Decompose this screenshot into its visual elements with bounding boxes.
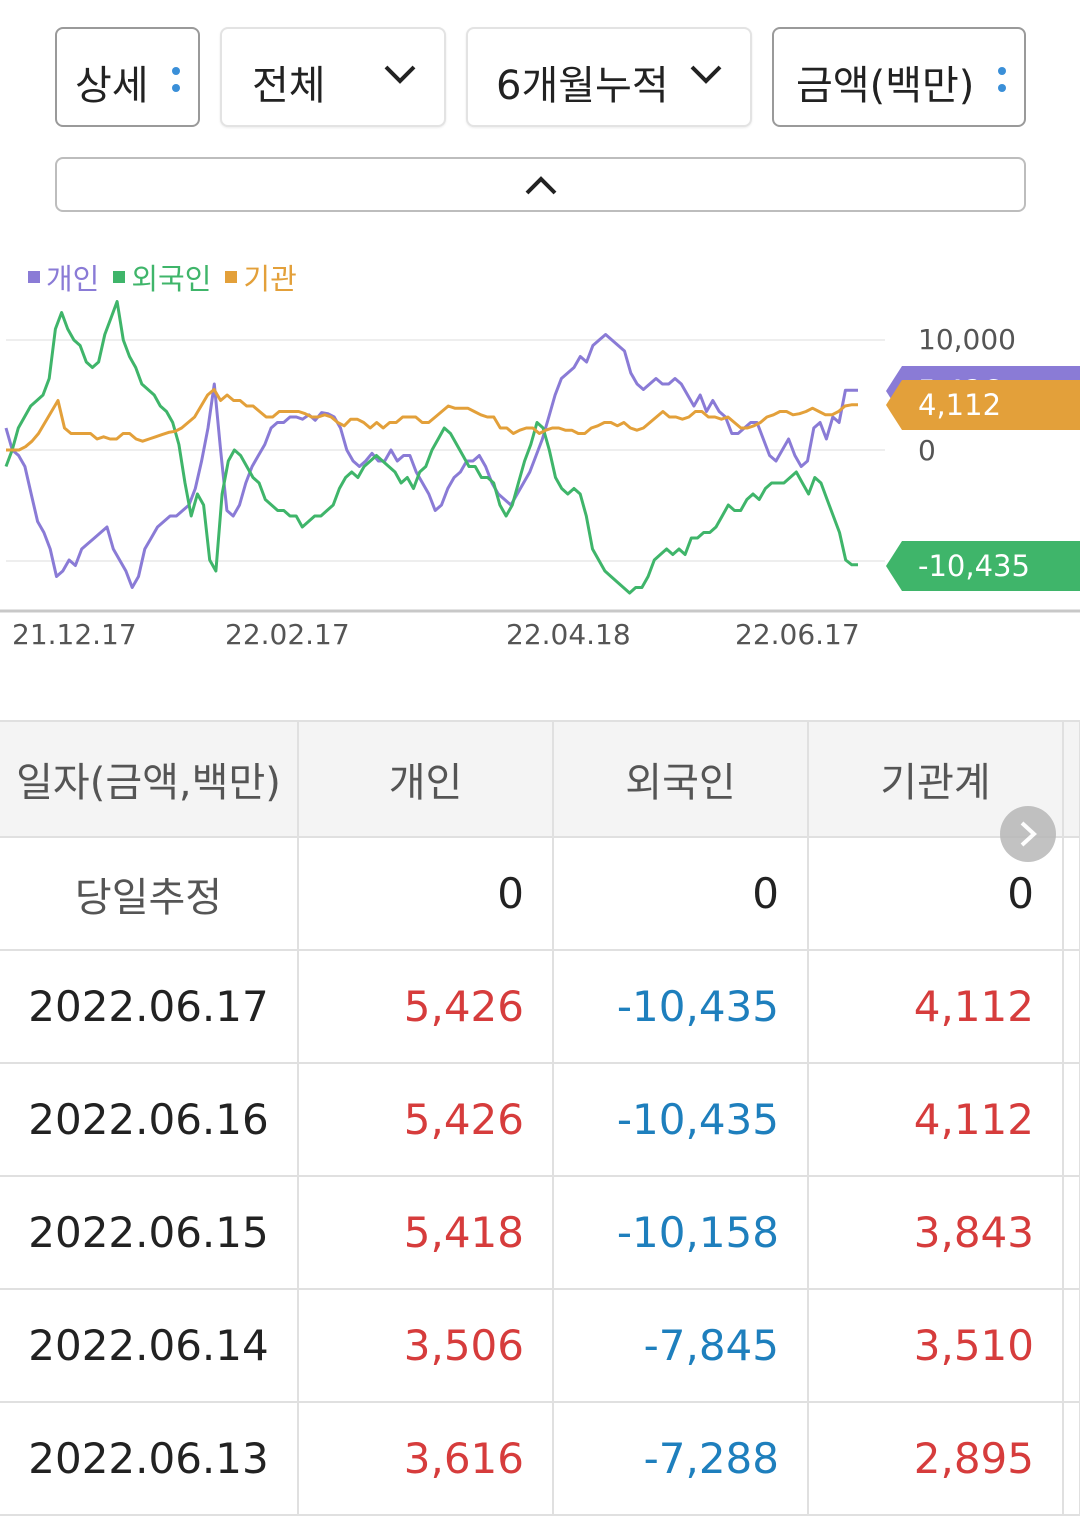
detail-select-label: 상세 (75, 63, 149, 109)
legend-label: 외국인 (131, 262, 212, 296)
x-tick-label: 22.06.17 (735, 618, 860, 651)
cell-overflow (1063, 1176, 1080, 1290)
investor-trend-chart (0, 300, 1080, 613)
legend-swatch (28, 271, 40, 283)
cell-individual: 0 (298, 837, 554, 951)
cell-institution: 2,895 (808, 1402, 1064, 1516)
cell-date: 당일추정 (0, 837, 299, 951)
series-line-institution (6, 388, 858, 452)
cell-institution: 3,843 (808, 1176, 1064, 1290)
col-header-institution: 기관계 (808, 720, 1064, 838)
scope-select[interactable]: 전체 (220, 27, 446, 127)
cell-individual: 5,426 (298, 950, 554, 1064)
cell-institution: 3,510 (808, 1289, 1064, 1403)
legend-item-institution[interactable]: 기관 (225, 256, 297, 298)
legend-label: 기관 (243, 262, 297, 296)
cell-individual: 5,426 (298, 1063, 554, 1177)
table-header-row: 일자(금액,백만) 개인 외국인 기관계 (0, 720, 1080, 838)
chart-legend: 개인 외국인 기관 (28, 256, 297, 298)
x-tick-label: 22.04.18 (506, 618, 631, 651)
cell-overflow (1063, 1289, 1080, 1403)
chevron-up-icon (525, 176, 557, 195)
unit-select-label: 금액(백만) (796, 63, 975, 109)
cell-foreign: 0 (553, 837, 809, 951)
chevron-right-icon (1020, 821, 1037, 847)
series-line-foreign (4, 300, 858, 595)
cell-foreign: -7,845 (553, 1289, 809, 1403)
end-label-institution: 4,112 (886, 380, 1080, 430)
col-header-individual: 개인 (298, 720, 554, 838)
cell-foreign: -7,288 (553, 1402, 809, 1516)
table-row: 2022.06.13 3,616 -7,288 2,895 (0, 1402, 1080, 1516)
legend-item-foreign[interactable]: 외국인 (113, 256, 211, 298)
cell-individual: 3,616 (298, 1402, 554, 1516)
cell-institution: 4,112 (808, 950, 1064, 1064)
cell-overflow (1063, 1402, 1080, 1516)
more-dots-icon (172, 67, 180, 92)
y-tick-label: 10,000 (918, 323, 1016, 356)
more-dots-icon (998, 67, 1006, 92)
chevron-down-icon (690, 65, 722, 84)
cell-foreign: -10,435 (553, 1063, 809, 1177)
legend-label: 개인 (46, 262, 100, 296)
x-tick-label: 22.02.17 (225, 618, 350, 651)
detail-select[interactable]: 상세 (55, 27, 200, 127)
cell-date: 2022.06.14 (0, 1289, 299, 1403)
cell-foreign: -10,435 (553, 950, 809, 1064)
x-tick-label: 21.12.17 (12, 618, 137, 651)
end-label-foreign: -10,435 (886, 541, 1080, 591)
col-header-date: 일자(금액,백만) (0, 720, 299, 838)
legend-swatch (225, 271, 238, 283)
table-row: 2022.06.17 5,426 -10,435 4,112 (0, 950, 1080, 1064)
cell-institution: 4,112 (808, 1063, 1064, 1177)
legend-item-individual[interactable]: 개인 (28, 256, 99, 298)
cell-overflow (1063, 1063, 1080, 1177)
y-tick-label: 0 (918, 434, 936, 467)
collapse-chart-button[interactable] (55, 157, 1026, 212)
cell-individual: 3,506 (298, 1289, 554, 1403)
cell-foreign: -10,158 (553, 1176, 809, 1290)
legend-swatch (113, 271, 126, 283)
unit-select[interactable]: 금액(백만) (772, 27, 1026, 127)
series-line-individual (4, 333, 858, 589)
col-header-foreign: 외국인 (553, 720, 809, 838)
investor-table: 일자(금액,백만) 개인 외국인 기관계 당일추정 0 0 0 2022.06.… (0, 720, 1080, 1516)
scroll-right-button[interactable] (1000, 806, 1056, 862)
cell-institution: 0 (808, 837, 1064, 951)
period-select-label: 6개월누적 (496, 63, 669, 109)
cell-overflow (1063, 950, 1080, 1064)
table-row: 2022.06.14 3,506 -7,845 3,510 (0, 1289, 1080, 1403)
cell-date: 2022.06.15 (0, 1176, 299, 1290)
table-row: 2022.06.16 5,426 -10,435 4,112 (0, 1063, 1080, 1177)
cell-individual: 5,418 (298, 1176, 554, 1290)
cell-date: 2022.06.17 (0, 950, 299, 1064)
scope-select-label: 전체 (252, 63, 326, 109)
table-row: 2022.06.15 5,418 -10,158 3,843 (0, 1176, 1080, 1290)
cell-overflow (1063, 837, 1080, 951)
chevron-down-icon (384, 65, 416, 84)
col-header-overflow (1063, 720, 1080, 838)
table-row-today: 당일추정 0 0 0 (0, 837, 1080, 951)
cell-date: 2022.06.13 (0, 1402, 299, 1516)
period-select[interactable]: 6개월누적 (466, 27, 752, 127)
cell-date: 2022.06.16 (0, 1063, 299, 1177)
